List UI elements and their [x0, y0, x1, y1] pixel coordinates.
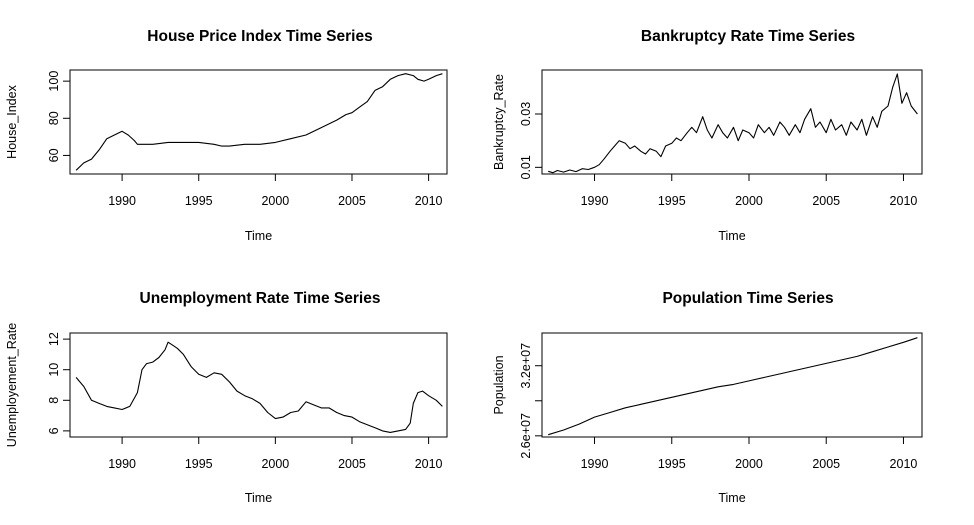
x-axis-label: Time	[718, 491, 745, 505]
x-tick-label: 2000	[735, 457, 763, 471]
x-tick-label: 2005	[338, 194, 366, 208]
y-tick-label: 2.6e+07	[519, 413, 533, 459]
x-tick-label: 1990	[108, 194, 136, 208]
y-tick-label: 10	[47, 363, 61, 377]
y-axis-label: Unemployement_Rate	[5, 323, 19, 447]
x-tick-label: 1995	[658, 194, 686, 208]
x-tick-label: 1990	[581, 194, 609, 208]
series-line	[548, 73, 918, 174]
x-tick-label: 1990	[108, 457, 136, 471]
x-tick-label: 2000	[735, 194, 763, 208]
y-tick-label: 12	[47, 332, 61, 346]
y-tick-label: 3.2e+07	[519, 343, 533, 389]
x-tick-label: 2005	[812, 457, 840, 471]
y-axis-label: House_Index	[5, 84, 19, 158]
y-tick-label: 80	[47, 111, 61, 125]
x-tick-label: 2010	[890, 194, 918, 208]
x-tick-label: 2005	[338, 457, 366, 471]
chart-title: Population Time Series	[662, 290, 833, 307]
x-axis-label: Time	[245, 491, 272, 505]
y-tick-label: 0.01	[519, 155, 533, 179]
plot-frame	[69, 332, 448, 438]
series-line	[548, 337, 918, 436]
y-axis-label: Bankruptcy_Rate	[492, 74, 506, 170]
x-tick-label: 2010	[415, 194, 443, 208]
series-line	[75, 73, 443, 171]
x-tick-label: 2010	[890, 457, 918, 471]
x-axis-label: Time	[718, 229, 745, 243]
x-tick-label: 2000	[261, 457, 289, 471]
y-tick-label: 6	[47, 427, 61, 434]
x-tick-label: 1995	[185, 457, 213, 471]
x-axis-label: Time	[245, 229, 272, 243]
y-tick-label: 100	[47, 71, 61, 92]
y-tick-label: 60	[47, 148, 61, 162]
y-axis-label: Population	[492, 355, 506, 414]
chart-panel-4: Population Time Series 1990 1995 2000 2005 20…	[492, 290, 923, 505]
x-tick-label: 1995	[185, 194, 213, 208]
chart-panel-2: Bankruptcy Rate Time Series 1990 1995 2000 2…	[492, 28, 923, 243]
plot-frame	[541, 69, 923, 175]
chart-panel-1: House Price Index Time Series 1990 1995 200…	[5, 28, 448, 243]
chart-title: House Price Index Time Series	[147, 28, 372, 45]
chart-title: Bankruptcy Rate Time Series	[641, 28, 855, 45]
x-tick-label: 2005	[812, 194, 840, 208]
chart-title: Unemployment Rate Time Series	[140, 290, 381, 307]
chart-panel-3: Unemployment Rate Time Series 1990 1995 200…	[5, 290, 448, 505]
x-tick-label: 1995	[658, 457, 686, 471]
x-tick-label: 2010	[415, 457, 443, 471]
y-tick-label: 8	[47, 397, 61, 404]
plot-frame	[69, 69, 448, 175]
x-tick-label: 1990	[581, 457, 609, 471]
y-tick-label: 0.03	[519, 102, 533, 126]
x-tick-label: 2000	[261, 194, 289, 208]
series-line	[75, 341, 443, 433]
plot-frame	[541, 332, 923, 438]
